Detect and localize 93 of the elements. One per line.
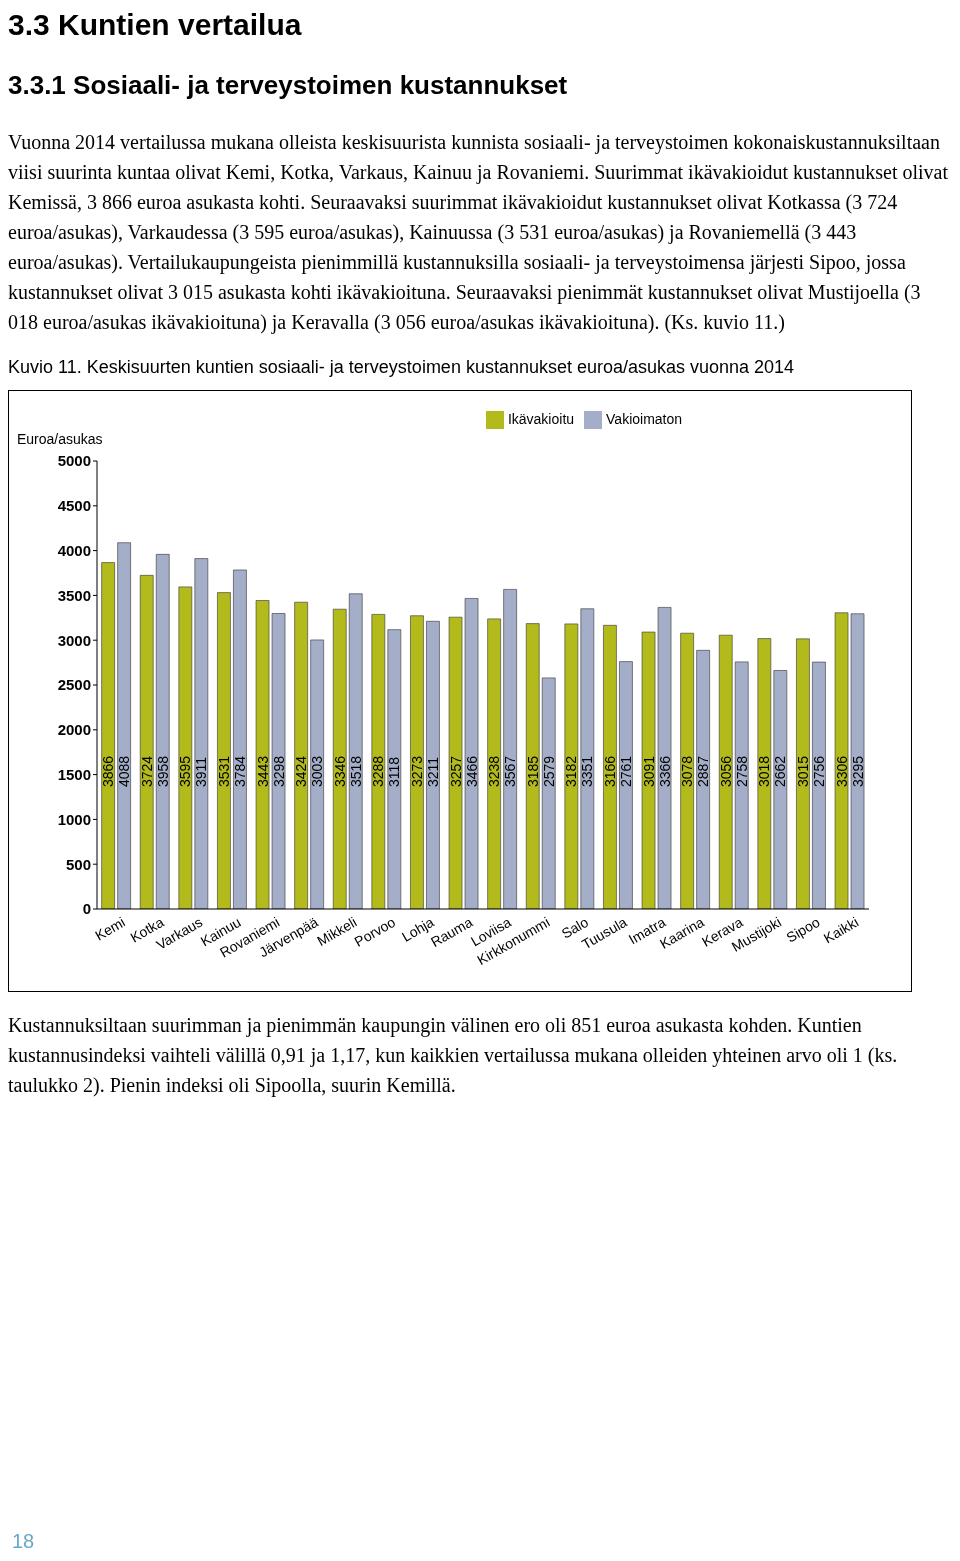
bar bbox=[525, 623, 540, 909]
bar bbox=[503, 589, 517, 909]
data-label: 3182 bbox=[563, 755, 580, 787]
y-tick-label: 4000 bbox=[57, 541, 91, 559]
data-label: 3366 bbox=[656, 755, 673, 787]
data-label: 3078 bbox=[679, 755, 696, 787]
data-label: 2756 bbox=[810, 755, 827, 787]
data-label: 3056 bbox=[717, 755, 734, 787]
data-label: 3346 bbox=[331, 755, 348, 787]
bar bbox=[178, 586, 193, 909]
data-label: 3185 bbox=[524, 755, 541, 787]
data-label: 3424 bbox=[293, 755, 310, 787]
y-tick-label: 2500 bbox=[57, 676, 91, 694]
data-label: 2662 bbox=[772, 755, 789, 787]
data-label: 3298 bbox=[270, 755, 287, 787]
data-label: 3211 bbox=[424, 756, 441, 787]
bar bbox=[348, 593, 363, 909]
data-label: 3443 bbox=[254, 755, 271, 787]
data-label: 3466 bbox=[463, 755, 480, 787]
data-label: 3306 bbox=[833, 755, 850, 787]
bar bbox=[619, 661, 633, 909]
data-label: 3595 bbox=[177, 755, 194, 787]
data-label: 2579 bbox=[540, 755, 557, 787]
data-label: 2887 bbox=[695, 755, 712, 787]
data-label: 3288 bbox=[370, 755, 387, 787]
data-label: 3166 bbox=[601, 755, 618, 787]
bar bbox=[564, 623, 579, 909]
chart-title: 3.3 Kuntien vertailua bbox=[8, 8, 303, 42]
data-label: 3784 bbox=[231, 755, 248, 787]
data-label: 3015 bbox=[794, 755, 811, 787]
bar bbox=[217, 592, 231, 909]
data-label: 3531 bbox=[215, 755, 232, 787]
bar bbox=[680, 632, 694, 909]
chart-subtitle: 3.3.1 Sosiaali- ja terveystoimen kustannukset bbox=[8, 70, 569, 101]
data-label: 3257 bbox=[447, 755, 464, 787]
data-label: 3003 bbox=[309, 755, 326, 787]
data-label: 4088 bbox=[116, 755, 133, 787]
bar bbox=[410, 615, 424, 909]
bar bbox=[233, 569, 247, 909]
bar bbox=[139, 575, 154, 909]
bar bbox=[696, 650, 710, 909]
y-tick-label: 1500 bbox=[57, 765, 91, 783]
data-label: 3911 bbox=[193, 756, 210, 787]
text: Kuvio 11. Keskisuurten kuntien sosiaali- ja terveystoimen kustannukset euroa/asukas vuonna 2014 bbox=[8, 357, 796, 378]
bar bbox=[155, 554, 170, 909]
bar bbox=[580, 608, 595, 909]
bar bbox=[603, 625, 617, 909]
data-label: 3091 bbox=[640, 755, 657, 787]
bar bbox=[101, 562, 115, 909]
y-tick-label: 5000 bbox=[57, 452, 91, 470]
data-label: 3724 bbox=[138, 755, 155, 787]
y-tick-label: 2000 bbox=[57, 721, 91, 739]
data-label: 3295 bbox=[849, 755, 866, 787]
bar bbox=[194, 558, 209, 909]
bar bbox=[387, 629, 402, 909]
y-tick-label: 500 bbox=[65, 855, 91, 873]
bar bbox=[310, 639, 324, 909]
y-tick-label: 0 bbox=[82, 900, 91, 918]
y-tick-label: 4500 bbox=[57, 497, 91, 515]
data-label: 3118 bbox=[386, 756, 403, 787]
bar bbox=[541, 677, 556, 909]
bar bbox=[773, 670, 788, 909]
bar bbox=[117, 542, 131, 909]
text: 18 bbox=[12, 1530, 35, 1553]
bar bbox=[812, 661, 826, 909]
bar bbox=[718, 634, 733, 909]
text: Kustannuksiltaan suurimman ja pienimmän kaupungin välinen ero oli 851 euroa asukasta kohden. Kuntien kustannusindeksi vaihteli välillä 0,91 ja 1,17, kun kaikkien vertailussa mukana olleiden yhteinen arvo oli 1 (ks. taulukko 2). Pienin indeksi oli Sipoolla, suurin Kemillä. bbox=[8, 1013, 899, 1099]
data-label: 3018 bbox=[756, 755, 773, 787]
bar bbox=[332, 608, 347, 909]
data-label: 3273 bbox=[408, 755, 425, 787]
data-label: 3518 bbox=[347, 755, 364, 787]
data-label: 2761 bbox=[617, 755, 634, 787]
bar bbox=[294, 601, 308, 909]
y-tick-label: 1000 bbox=[57, 810, 91, 828]
data-label: 3238 bbox=[486, 755, 503, 787]
data-label: 2758 bbox=[733, 755, 750, 787]
data-label: 3866 bbox=[100, 755, 117, 787]
bar bbox=[426, 620, 440, 909]
y-tick-label: 3000 bbox=[57, 631, 91, 649]
y-axis-title: Euroa/asukas bbox=[17, 431, 103, 447]
bar bbox=[734, 661, 749, 909]
data-label: 3351 bbox=[579, 755, 596, 787]
data-label: 3958 bbox=[154, 755, 171, 787]
text: Vuonna 2014 vertailussa mukana olleista keskisuurista kunnista sosiaali- ja terveystoimen kokonaiskustannuksiltaan viisi suurinta kuntaa olivat Kemi, Kotka, Varkaus, Kainuu ja Rovaniemi. Suurimmat ikävakioidut kustannukset olivat Kemissä, 3 866 euroa asukasta kohti. Seuraavaksi suurimmat ikävakioidut kustannukset olivat Kotkassa (3 724 euroa/asukas), Varkaudessa (3 595 euroa/asukas), Kainuussa (3 531 euroa/asukas) ja Rovaniemellä (3 443 euroa/asukas). Vertailukaupungeista pienimmillä kustannuksilla sosiaali- ja terveystoimensa järjesti Sipoo, jossa kustannukset olivat 3 015 asukasta kohti ikävakioituna. Seuraavaksi pienimmät kustannukset olivat Mustijoella (3 018 euroa/asukas ikävakioituna) ja Keravalla (3 056 euroa/asukas ikävakioituna). (Ks. kuvio 11.) bbox=[8, 130, 950, 336]
y-tick-label: 3500 bbox=[57, 586, 91, 604]
bar bbox=[371, 614, 386, 909]
legend-label: Ikävakioitu bbox=[507, 411, 575, 427]
bar bbox=[487, 618, 501, 909]
bar bbox=[757, 638, 772, 909]
bar bbox=[796, 638, 810, 909]
legend-label: Vakioimaton bbox=[606, 411, 683, 427]
x-tick-label: Sipoo bbox=[783, 913, 823, 946]
data-label: 3567 bbox=[502, 755, 519, 787]
